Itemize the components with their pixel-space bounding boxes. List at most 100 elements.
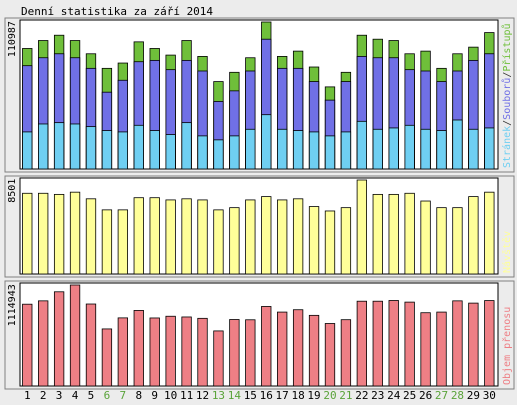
bar	[229, 319, 240, 387]
side-legend: Objem přenosu	[501, 307, 513, 385]
bar	[85, 198, 97, 275]
bar	[101, 130, 113, 170]
x-axis-labels: 1 2 3 4 5 6 7 8 9 10 11 12 13 14 15 16 17 18 19 20 21 22 23 24 2…	[24, 389, 496, 402]
bar	[261, 196, 272, 275]
bar	[340, 319, 352, 387]
bar	[197, 135, 208, 170]
bar	[372, 128, 383, 170]
x-tick-label: 16	[260, 389, 273, 402]
bar	[149, 317, 160, 387]
bar	[452, 207, 463, 275]
panel-kbytes: 1114943 Objem přenosu	[4, 280, 515, 390]
bar	[356, 300, 368, 387]
x-tick-label: 6	[104, 389, 111, 402]
bar	[149, 197, 160, 275]
bar	[388, 193, 399, 275]
chart-title: Denní statistika za září 2014	[21, 5, 213, 18]
bar	[324, 323, 336, 387]
bar	[69, 191, 81, 275]
bar	[38, 300, 49, 387]
bar	[468, 128, 479, 170]
x-tick-label: 28	[451, 389, 464, 402]
bar	[356, 120, 368, 170]
bar	[261, 114, 272, 170]
plot-area	[19, 177, 499, 275]
bar	[165, 199, 176, 275]
bar	[484, 300, 495, 387]
bar	[308, 314, 320, 387]
x-tick-label: 9	[151, 389, 158, 402]
bar	[277, 311, 288, 387]
bar	[404, 124, 415, 170]
bar	[69, 123, 81, 170]
bar	[420, 312, 431, 387]
side-legend-part: Souborů	[501, 78, 513, 120]
bar	[484, 127, 495, 170]
x-tick-label: 20	[323, 389, 336, 402]
bar	[101, 209, 113, 275]
bar	[213, 139, 224, 170]
x-tick-label: 21	[339, 389, 352, 402]
x-tick-label: 10	[164, 389, 177, 402]
bar	[277, 128, 288, 170]
bar	[452, 300, 463, 387]
x-tick-label: 27	[435, 389, 448, 402]
side-legend-part: Objem přenosu	[501, 307, 513, 385]
bar	[181, 122, 192, 170]
x-tick-label: 25	[403, 389, 416, 402]
bar	[117, 317, 128, 387]
bar	[436, 207, 447, 275]
bar	[245, 319, 256, 387]
bar	[53, 193, 65, 275]
bar	[133, 197, 144, 275]
bar	[101, 328, 113, 387]
max-value-label: 1114943	[7, 284, 18, 326]
bar	[133, 310, 144, 387]
bar	[340, 131, 352, 170]
max-value-label: 110987	[7, 21, 18, 57]
plot-area	[19, 19, 499, 170]
x-tick-label: 19	[307, 389, 320, 402]
bar	[165, 134, 176, 170]
x-tick-label: 1	[24, 389, 31, 402]
bar	[133, 124, 144, 170]
bar	[356, 179, 368, 275]
bar	[38, 192, 49, 275]
bar	[53, 122, 65, 170]
bar	[468, 196, 479, 275]
bar	[324, 135, 336, 170]
bar	[468, 302, 479, 387]
bar	[308, 131, 320, 170]
bar	[404, 192, 415, 275]
bar	[245, 199, 256, 275]
panel-border	[4, 175, 515, 278]
bar	[149, 130, 160, 170]
x-tick-label: 13	[212, 389, 225, 402]
bar	[452, 119, 463, 170]
bar	[85, 303, 97, 387]
series-Návštěv	[22, 179, 495, 275]
side-legend: Stránek/Souborů/Přístupů	[501, 23, 513, 168]
bar	[420, 128, 431, 170]
x-tick-label: 14	[228, 389, 242, 402]
bar	[69, 284, 81, 387]
bar	[197, 317, 208, 387]
x-tick-label: 5	[88, 389, 95, 402]
side-legend-part: /	[502, 120, 513, 126]
bar	[388, 127, 399, 170]
x-tick-label: 3	[56, 389, 63, 402]
bar	[117, 209, 128, 275]
bar	[292, 309, 304, 387]
bar	[420, 200, 431, 275]
side-legend-part: Návštěv	[501, 231, 513, 273]
bar	[292, 198, 304, 275]
bar	[340, 207, 352, 275]
bar	[245, 128, 256, 170]
x-tick-label: 12	[196, 389, 209, 402]
bar	[22, 192, 33, 275]
panel-border	[4, 280, 515, 390]
series-Stránek	[22, 114, 495, 170]
bar	[53, 291, 65, 387]
